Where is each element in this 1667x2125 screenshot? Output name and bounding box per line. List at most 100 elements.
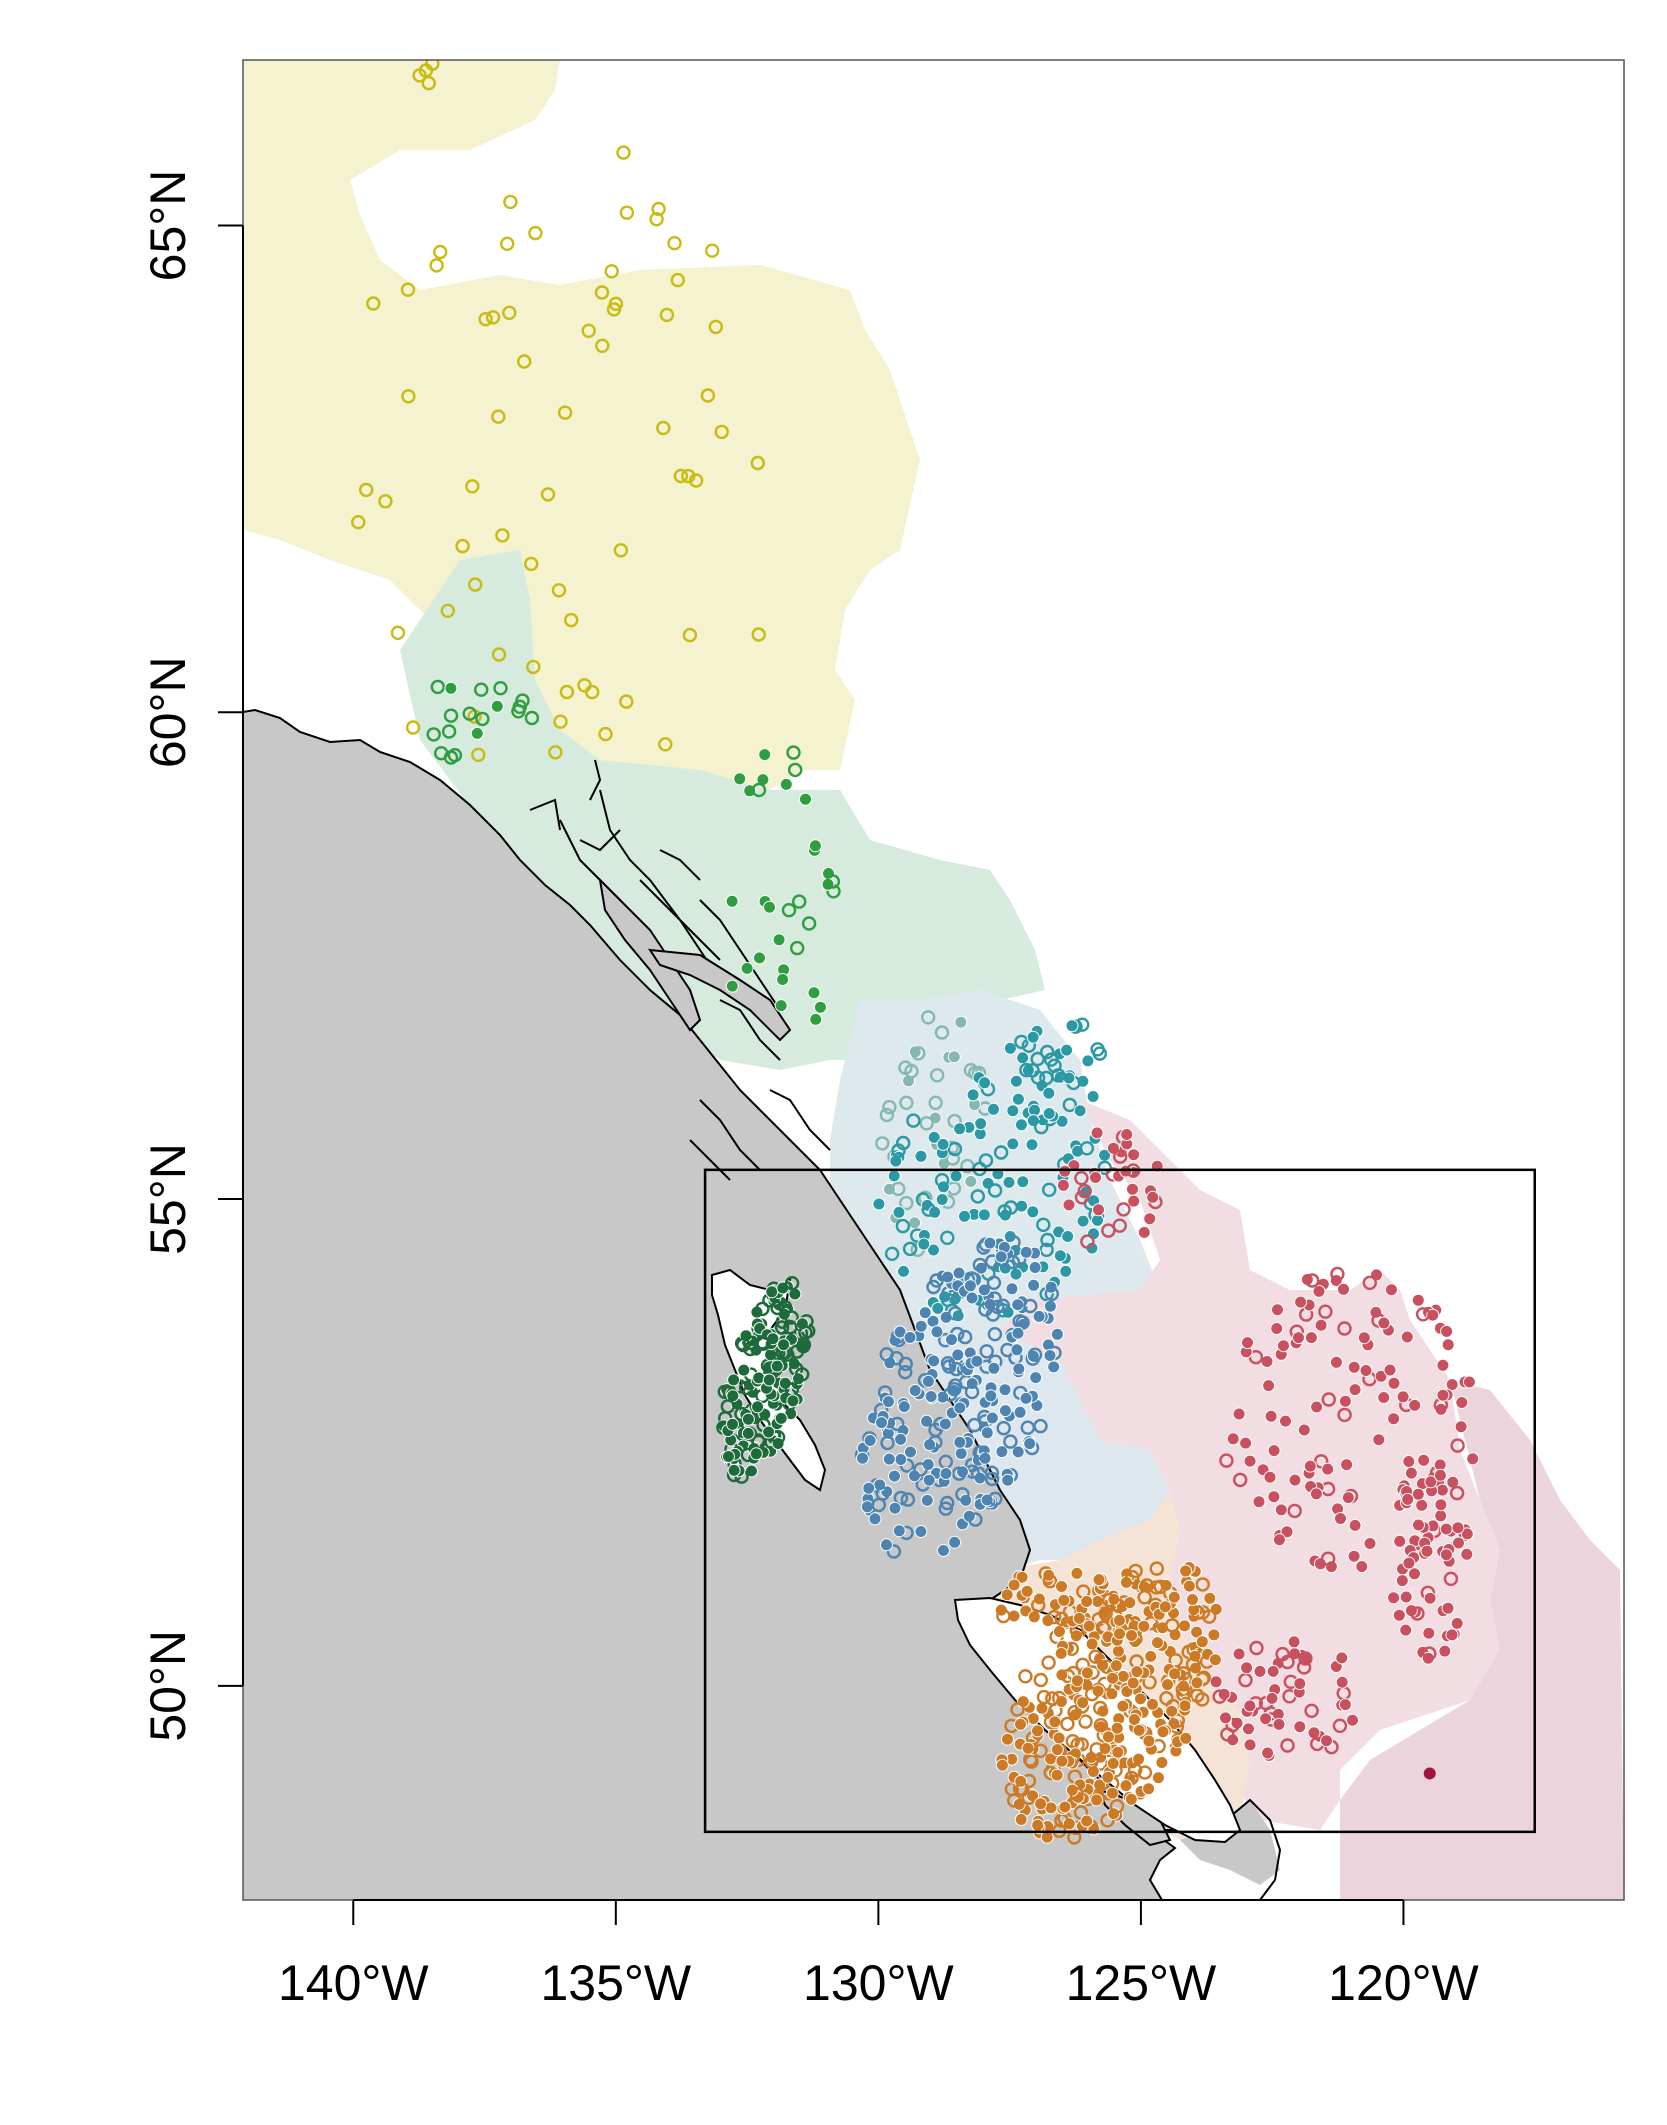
yukon-site [548,745,563,760]
haida-gwaii-site [751,1400,765,1414]
longitude-axis: 140°W 135°W 130°W 125°W 120°W [278,1899,1480,2011]
yukon-site [471,747,486,762]
vancouver-island-site [1021,1741,1035,1755]
nass-skeena-light-site [954,1015,968,1029]
yukon-site [606,302,622,317]
skeena-site [1033,1119,1049,1135]
central-coast-site [1012,1362,1026,1376]
fraser-site [1359,1364,1373,1377]
fraser-site [1330,1266,1345,1282]
yukon-site [540,487,556,502]
fraser-site [1272,1533,1286,1547]
yukon-site [468,577,483,592]
central-coast-site [938,1501,953,1516]
vancouver-island-site [1158,1600,1172,1614]
vancouver-island-site [1146,1697,1159,1711]
fraser-site [1264,1409,1278,1423]
haida-gwaii-site [762,1425,776,1439]
fraser-site [1274,1503,1288,1517]
skeena-site [1061,1230,1075,1243]
vancouver-island-site [1165,1704,1179,1718]
vancouver-island-site [996,1608,1011,1624]
y-tick-label: 50°N [140,1630,196,1742]
x-tick-label: 130°W [803,1955,954,2011]
skeena-site [1062,1097,1078,1113]
central-coast-site [914,1319,928,1333]
fraser-site [1411,1293,1425,1307]
fraser-site [1338,1698,1352,1712]
vancouver-island-site [1055,1580,1068,1593]
vancouver-island-site [1194,1692,1210,1707]
fraser-site [1436,1358,1450,1372]
skeena-site [1053,1249,1067,1263]
central-coast-site [953,1435,967,1449]
vancouver-island-site [1159,1691,1174,1706]
central-coast-site [927,1354,941,1368]
skeena-site [872,1197,886,1211]
vancouver-island-site [1137,1590,1152,1605]
skeena-site [891,1143,906,1158]
skeena-site [1041,1182,1057,1198]
vancouver-island-site [1085,1637,1099,1651]
haida-gwaii-site [736,1337,751,1353]
skeena-site [935,1193,949,1206]
yukon-site [421,75,436,91]
fraser-site [1402,1556,1416,1570]
vancouver-island-site [1069,1786,1084,1802]
fraser-site [1272,1717,1286,1731]
central-coast-site [964,1384,980,1400]
fraser-site [1412,1518,1425,1532]
vancouver-island-site [1105,1687,1119,1701]
central-coast-site [880,1435,895,1451]
central-coast-site [860,1500,874,1514]
skeena-site [1039,1044,1055,1060]
haida-gwaii-site [795,1367,810,1382]
yukon-site [750,455,765,471]
nass-skeena-light-site [964,1175,978,1188]
fraser-site [1232,1407,1246,1421]
central-coast-site [903,1331,917,1344]
alsek-taku-site [475,711,490,727]
vancouver-island-site [1070,1566,1084,1580]
central-coast-site [921,1374,935,1388]
fraser-site [1408,1398,1422,1412]
alsek-taku-site [807,986,821,1000]
alsek-taku-site [788,762,803,778]
fraser-site [1089,1171,1102,1184]
yukon-site [378,494,393,509]
skeena-site [1042,1107,1056,1120]
fraser-site [1297,1423,1311,1437]
vancouver-island-site [1033,1743,1048,1759]
nass-skeena-light-site [908,1216,922,1230]
alsek-taku-site [493,681,508,696]
yukon-site [485,310,501,325]
fraser-site [1438,1644,1452,1658]
central-coast-site [968,1512,983,1527]
skeena-site [987,1102,1000,1116]
yukon-site [681,468,696,484]
yukon-site [401,389,416,404]
skeena-site [977,1208,991,1222]
skeena-site [966,1088,980,1102]
fraser-site [1399,1590,1413,1604]
fraser-site [1267,1490,1281,1504]
yukon-site [557,405,573,420]
vancouver-island-site [1144,1649,1158,1663]
skeena-site [1006,1137,1020,1151]
region-yukon [243,60,920,800]
central-coast-site [920,1493,934,1507]
central-coast-site [986,1275,1002,1291]
fraser-site [1401,1492,1415,1506]
vancouver-island-site [1176,1666,1191,1681]
fraser-site [1242,1722,1255,1736]
fraser-site [1374,1369,1388,1383]
fraser-site [1441,1601,1455,1615]
latitude-axis: 65°N 60°N 55°N 50°N [140,170,244,1742]
central-coast-site [913,1462,928,1477]
fraser-site [1318,1304,1333,1319]
nass-skeena-light-site [928,1095,943,1111]
vancouver-island-site [1109,1798,1125,1814]
fraser-site [1280,1654,1295,1670]
fraser-site [1127,1194,1141,1208]
central-coast-site [868,1512,882,1526]
